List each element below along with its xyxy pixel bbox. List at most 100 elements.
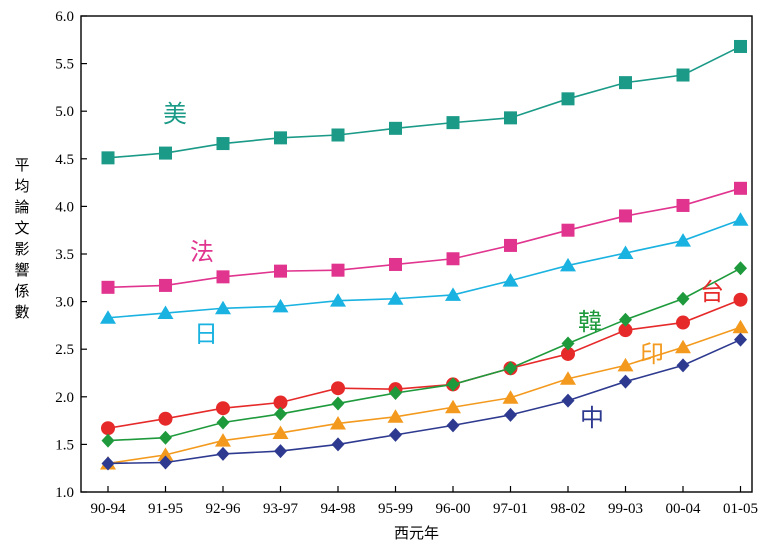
data-point bbox=[157, 447, 174, 461]
data-point bbox=[676, 315, 690, 330]
data-point bbox=[274, 264, 287, 278]
data-point bbox=[446, 418, 460, 433]
data-point bbox=[619, 76, 632, 90]
x-tick-label: 96-00 bbox=[436, 501, 471, 517]
data-point bbox=[732, 212, 749, 226]
data-point bbox=[502, 390, 519, 404]
y-axis-title: 平均論文影響係數 bbox=[14, 156, 29, 321]
data-point bbox=[387, 291, 404, 305]
y-tick-label: 1.5 bbox=[55, 437, 74, 453]
data-point bbox=[561, 336, 575, 351]
y-tick-label: 5.0 bbox=[55, 104, 74, 120]
data-point bbox=[619, 374, 632, 389]
data-point bbox=[159, 455, 172, 470]
data-point bbox=[502, 273, 519, 287]
data-point bbox=[676, 68, 690, 82]
y-tick-label: 2.0 bbox=[55, 390, 74, 406]
data-point bbox=[618, 323, 633, 338]
data-point bbox=[676, 291, 690, 306]
series-label: 日 bbox=[194, 320, 218, 348]
y-tick-label: 2.5 bbox=[55, 342, 74, 358]
y-tick-label: 3.0 bbox=[55, 295, 74, 311]
data-point bbox=[504, 407, 517, 422]
data-point bbox=[619, 209, 632, 223]
data-point bbox=[445, 287, 461, 301]
x-tick-label: 97-01 bbox=[493, 501, 528, 517]
y-tick-label: 6.0 bbox=[55, 9, 74, 25]
data-point bbox=[617, 357, 634, 372]
series-line bbox=[107, 298, 741, 430]
x-tick-label: 93-97 bbox=[263, 501, 298, 517]
data-point bbox=[215, 300, 231, 315]
series-line bbox=[107, 187, 741, 289]
data-point bbox=[560, 257, 576, 272]
series-5 bbox=[100, 319, 749, 470]
series-label: 台 bbox=[700, 278, 724, 306]
data-point bbox=[389, 257, 402, 271]
data-point bbox=[617, 245, 634, 260]
data-point bbox=[158, 411, 173, 426]
data-point bbox=[331, 381, 345, 396]
series-6 bbox=[101, 332, 747, 471]
data-point bbox=[159, 278, 172, 292]
data-point bbox=[216, 270, 230, 284]
series-0 bbox=[101, 39, 747, 165]
data-point bbox=[389, 121, 402, 135]
data-point bbox=[159, 146, 172, 160]
data-point bbox=[216, 415, 230, 430]
data-point bbox=[561, 223, 575, 237]
data-point bbox=[389, 385, 402, 400]
data-point bbox=[274, 406, 287, 421]
x-tick-label: 00-04 bbox=[666, 501, 701, 517]
x-tick-label: 95-99 bbox=[378, 501, 413, 517]
data-point bbox=[389, 427, 402, 442]
data-point bbox=[733, 292, 748, 307]
data-point bbox=[330, 293, 346, 307]
data-point bbox=[216, 446, 230, 461]
data-point bbox=[272, 298, 289, 313]
series-label: 中 bbox=[580, 404, 604, 432]
data-point bbox=[445, 399, 461, 414]
data-point bbox=[732, 319, 749, 334]
data-point bbox=[273, 395, 288, 410]
data-point bbox=[504, 111, 517, 125]
data-point bbox=[561, 346, 575, 361]
data-point bbox=[157, 305, 174, 320]
data-point bbox=[676, 358, 690, 373]
x-tick-label: 94-98 bbox=[321, 501, 356, 517]
data-point bbox=[330, 415, 346, 430]
data-point bbox=[215, 433, 231, 447]
data-point bbox=[734, 181, 747, 195]
series-label: 韓 bbox=[578, 308, 602, 336]
data-point bbox=[446, 252, 460, 266]
series-line bbox=[107, 267, 741, 442]
data-point bbox=[734, 261, 747, 276]
x-tick-label: 90-94 bbox=[91, 501, 126, 517]
series-label: 印 bbox=[640, 340, 664, 368]
data-point bbox=[676, 198, 690, 212]
x-tick-label: 91-95 bbox=[148, 501, 183, 517]
data-point bbox=[101, 151, 115, 165]
data-point bbox=[619, 312, 632, 327]
data-point bbox=[101, 433, 115, 448]
data-point bbox=[387, 409, 404, 423]
plot-frame bbox=[80, 15, 753, 493]
data-point bbox=[101, 456, 115, 471]
series-line bbox=[107, 338, 741, 465]
x-tick-label: 92-96 bbox=[206, 501, 241, 517]
data-point bbox=[274, 444, 287, 459]
data-point bbox=[272, 425, 289, 439]
x-tick-label: 98-02 bbox=[551, 501, 586, 517]
series-4 bbox=[101, 261, 747, 448]
data-point bbox=[734, 332, 747, 347]
data-point bbox=[675, 339, 691, 354]
data-point bbox=[216, 401, 230, 416]
data-point bbox=[734, 39, 747, 53]
series-label: 法 bbox=[190, 238, 214, 266]
data-point bbox=[331, 263, 345, 277]
y-tick-label: 4.5 bbox=[55, 152, 74, 168]
data-point bbox=[274, 131, 287, 145]
data-point bbox=[216, 137, 230, 151]
y-tick-label: 4.0 bbox=[55, 199, 74, 215]
